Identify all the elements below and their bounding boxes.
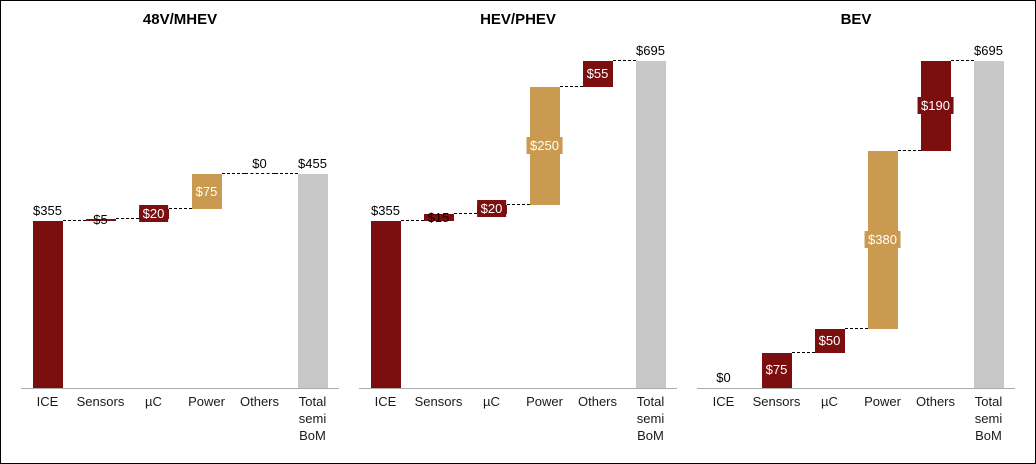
- value-label: $20: [476, 200, 507, 218]
- bar-sensors: [423, 214, 454, 222]
- category-axis: ICE Sensors µC Power Others Total semi BoM: [697, 393, 1015, 444]
- value-label: $75: [761, 361, 792, 379]
- value-label: $355: [33, 203, 62, 219]
- connector-line: [400, 220, 424, 222]
- category-label: Sensors: [752, 394, 801, 409]
- bar-sensors: [85, 218, 116, 222]
- connector-line: [221, 173, 245, 175]
- category-label: Others: [915, 394, 955, 409]
- connector-line: [62, 220, 86, 222]
- bar-total: [973, 61, 1004, 388]
- value-label: $15: [427, 209, 450, 225]
- value-label: $695: [974, 43, 1003, 59]
- value-label: $55: [582, 65, 613, 83]
- plot-area: $0 $75 $50 $380 $190 $695: [697, 43, 1015, 389]
- value-label: $355: [371, 203, 400, 219]
- category-label: Sensors: [76, 394, 125, 409]
- connector-line: [791, 351, 815, 353]
- plot-area: $355 $15 $20 $250 $55 $695: [359, 43, 677, 389]
- chart-title: 48V/MHEV: [142, 11, 218, 28]
- waterfall-chart-48v-mhev: 48V/MHEV $355 $5 $20 $75 $0 $455 ICE Sensors µC…: [11, 7, 349, 463]
- connector-line: [244, 173, 275, 175]
- connector-line: [115, 217, 139, 219]
- category-label: Total semi BoM: [974, 394, 1003, 443]
- category-label: Others: [239, 394, 279, 409]
- value-label: $190: [917, 97, 954, 114]
- category-label: µC: [145, 394, 162, 409]
- plot-area: $355 $5 $20 $75 $0 $455: [21, 59, 339, 389]
- connector-line: [950, 60, 974, 62]
- category-label: Power: [864, 394, 901, 409]
- connector-line: [897, 149, 921, 151]
- value-label: $250: [526, 136, 563, 154]
- bar-total: [635, 61, 666, 388]
- category-label: Sensors: [414, 394, 463, 409]
- category-label: µC: [483, 394, 500, 409]
- bar-ice: [32, 221, 63, 388]
- connector-line: [506, 203, 530, 205]
- category-label: ICE: [374, 394, 397, 409]
- value-label: $50: [814, 332, 845, 349]
- connector-line: [453, 213, 477, 215]
- chart-title: BEV: [840, 11, 872, 28]
- category-label: µC: [821, 394, 838, 409]
- chart-title: HEV/PHEV: [480, 11, 556, 28]
- value-label: $380: [864, 230, 901, 248]
- value-label: $0: [252, 156, 267, 172]
- connector-line: [559, 86, 583, 88]
- category-axis: ICE Sensors µC Power Others Total semi BoM: [359, 393, 677, 444]
- bar-total: [297, 174, 328, 388]
- category-label: Power: [188, 394, 225, 409]
- category-label: Total semi BoM: [636, 394, 665, 443]
- bar-ice: [370, 221, 401, 388]
- category-label: Power: [526, 394, 563, 409]
- category-label: Others: [577, 394, 617, 409]
- waterfall-chart-hev-phev: HEV/PHEV $355 $15 $20 $250 $55 $695 ICE Sensor…: [349, 7, 687, 463]
- category-axis: ICE Sensors µC Power Others Total semi BoM: [21, 393, 339, 444]
- value-label: $0: [716, 370, 731, 385]
- value-label: $20: [138, 205, 169, 223]
- value-label: $455: [298, 156, 327, 172]
- category-label: ICE: [36, 394, 59, 409]
- connector-line: [274, 173, 298, 175]
- category-label: ICE: [712, 394, 735, 409]
- category-label: Total semi BoM: [298, 394, 327, 443]
- connector-line: [168, 208, 192, 210]
- value-label: $5: [93, 211, 108, 227]
- connector-line: [844, 328, 868, 330]
- connector-line: [612, 60, 636, 62]
- waterfall-chart-bev: BEV $0 $75 $50 $380 $190 $695 ICE Sensors µC Pow…: [687, 7, 1025, 463]
- value-label: $695: [636, 43, 665, 59]
- value-label: $75: [191, 182, 222, 200]
